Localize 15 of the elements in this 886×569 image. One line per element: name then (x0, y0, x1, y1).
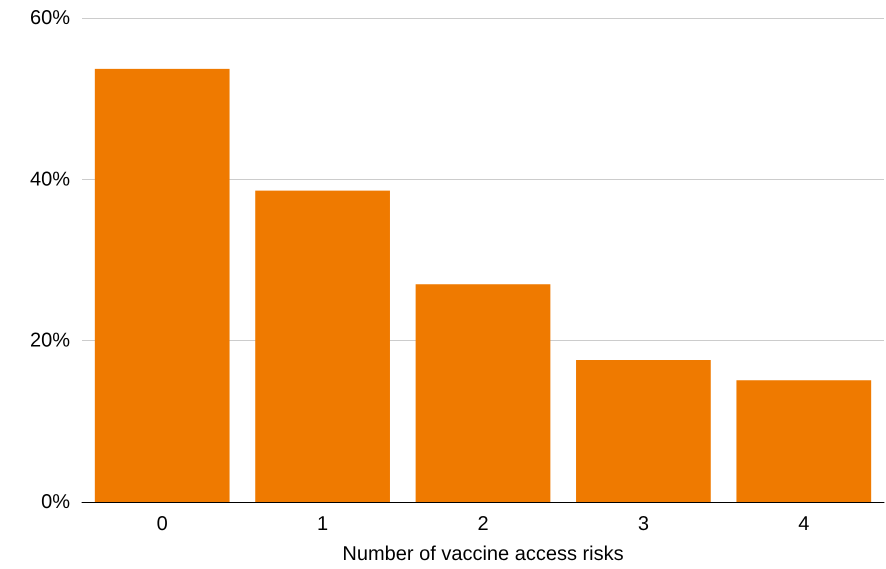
x-tick-label: 0 (156, 513, 168, 535)
x-tick-label: 3 (638, 513, 649, 535)
bar (576, 360, 711, 502)
x-axis-title: Number of vaccine access risks (342, 543, 624, 565)
x-tick-label: 1 (317, 513, 328, 535)
bar (416, 284, 550, 502)
x-tick-label: 2 (477, 513, 489, 535)
y-tick-label: 0% (41, 491, 70, 513)
y-tick-label: 40% (30, 168, 70, 190)
bar (255, 190, 390, 502)
bar (94, 68, 230, 502)
x-tick-label: 4 (798, 513, 810, 535)
y-tick-label: 20% (30, 330, 70, 352)
bar (736, 380, 872, 502)
y-tick-label: 60% (30, 7, 70, 29)
